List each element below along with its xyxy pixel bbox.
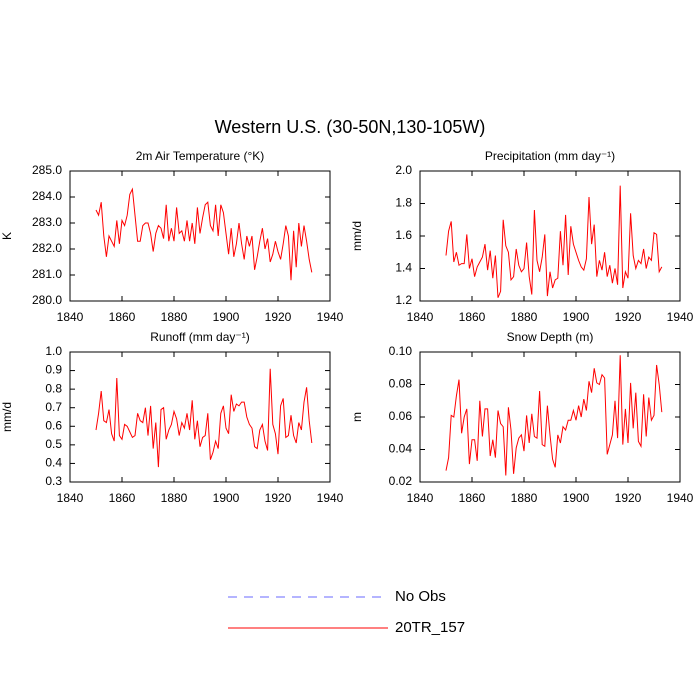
data-line bbox=[95, 187, 313, 281]
y-axis-label: mm/d bbox=[0, 402, 14, 432]
x-tick-label: 1940 bbox=[317, 310, 344, 324]
x-tick-label: 1900 bbox=[563, 310, 590, 324]
legend-label: No Obs bbox=[395, 588, 446, 605]
x-tick-label: 1840 bbox=[407, 491, 434, 505]
data-line bbox=[95, 368, 313, 468]
data-line bbox=[445, 185, 663, 298]
panel-title: 2m Air Temperature (°K) bbox=[136, 149, 265, 163]
x-tick-label: 1880 bbox=[511, 491, 538, 505]
plot-frame bbox=[419, 351, 681, 483]
data-line bbox=[445, 355, 663, 476]
y-tick-label: 0.8 bbox=[45, 381, 62, 395]
y-axis-label: m bbox=[350, 412, 364, 422]
panel-title: Runoff (mm day⁻¹) bbox=[150, 330, 249, 344]
y-tick-label: 285.0 bbox=[32, 163, 62, 177]
y-tick-label: 1.6 bbox=[395, 228, 412, 242]
x-tick-label: 1900 bbox=[213, 310, 240, 324]
x-tick-label: 1940 bbox=[667, 491, 694, 505]
y-tick-label: 0.6 bbox=[45, 418, 62, 432]
x-tick-label: 1920 bbox=[615, 491, 642, 505]
legend-label: 20TR_157 bbox=[395, 619, 465, 636]
x-tick-label: 1860 bbox=[459, 491, 486, 505]
y-tick-label: 1.8 bbox=[395, 196, 412, 210]
y-tick-label: 283.0 bbox=[32, 215, 62, 229]
x-tick-label: 1860 bbox=[109, 491, 136, 505]
x-tick-label: 1900 bbox=[213, 491, 240, 505]
x-tick-label: 1880 bbox=[511, 310, 538, 324]
y-tick-label: 282.0 bbox=[32, 241, 62, 255]
y-tick-label: 0.9 bbox=[45, 363, 62, 377]
panel-title: Snow Depth (m) bbox=[507, 330, 594, 344]
y-tick-label: 1.2 bbox=[395, 293, 412, 307]
y-tick-label: 0.10 bbox=[389, 344, 413, 358]
x-tick-label: 1880 bbox=[161, 491, 188, 505]
y-tick-label: 0.5 bbox=[45, 437, 62, 451]
plot-frame bbox=[69, 170, 331, 302]
y-tick-label: 280.0 bbox=[32, 293, 62, 307]
x-tick-label: 1900 bbox=[563, 491, 590, 505]
figure-title: Western U.S. (30-50N,130-105W) bbox=[215, 117, 486, 137]
y-tick-label: 1.0 bbox=[45, 344, 62, 358]
x-tick-label: 1860 bbox=[459, 310, 486, 324]
y-axis-label: K bbox=[0, 232, 14, 240]
x-tick-label: 1940 bbox=[317, 491, 344, 505]
x-tick-label: 1860 bbox=[109, 310, 136, 324]
y-tick-label: 0.02 bbox=[389, 474, 413, 488]
x-tick-label: 1880 bbox=[161, 310, 188, 324]
x-tick-label: 1920 bbox=[615, 310, 642, 324]
plot-frame bbox=[419, 170, 681, 302]
y-tick-label: 0.4 bbox=[45, 456, 62, 470]
x-tick-label: 1840 bbox=[57, 310, 84, 324]
y-tick-label: 0.08 bbox=[389, 377, 413, 391]
y-tick-label: 1.4 bbox=[395, 261, 412, 275]
x-tick-label: 1920 bbox=[265, 310, 292, 324]
y-tick-label: 2.0 bbox=[395, 163, 412, 177]
x-tick-label: 1920 bbox=[265, 491, 292, 505]
y-tick-label: 0.06 bbox=[389, 409, 413, 423]
x-tick-label: 1840 bbox=[407, 310, 434, 324]
x-tick-label: 1840 bbox=[57, 491, 84, 505]
y-tick-label: 0.04 bbox=[389, 442, 413, 456]
y-axis-label: mm/d bbox=[350, 221, 364, 251]
y-tick-label: 0.3 bbox=[45, 474, 62, 488]
y-tick-label: 281.0 bbox=[32, 267, 62, 281]
y-tick-label: 0.7 bbox=[45, 400, 62, 414]
x-tick-label: 1940 bbox=[667, 310, 694, 324]
y-tick-label: 284.0 bbox=[32, 189, 62, 203]
panel-title: Precipitation (mm day⁻¹) bbox=[485, 149, 615, 163]
plot-frame bbox=[69, 351, 331, 483]
